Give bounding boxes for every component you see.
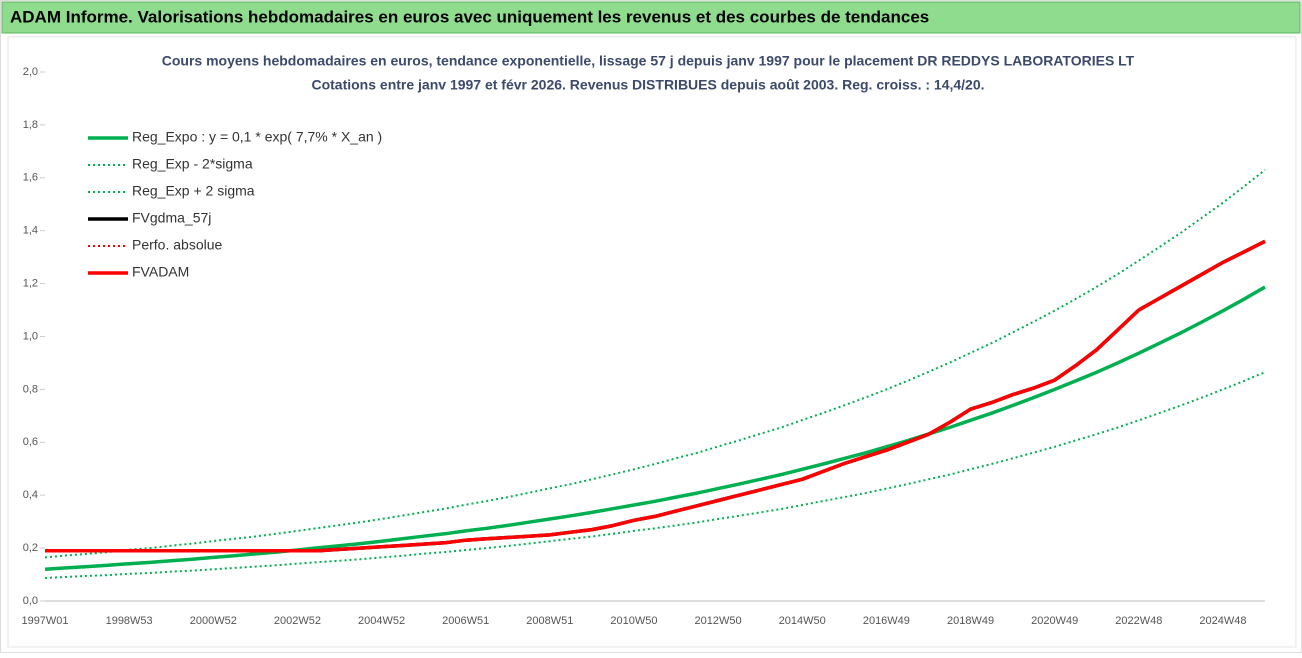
y-tick-label: 1,2 [23,278,38,290]
x-tick-label: 2000W52 [190,615,237,627]
legend-label: Reg_Expo : y = 0,1 * exp( 7,7% * X_an ) [132,129,382,145]
x-tick-label: 2004W52 [358,615,405,627]
x-tick-label: 2024W48 [1199,615,1246,627]
y-tick-label: 1,8 [23,119,38,131]
header-bar [1,1,1301,34]
y-tick-label: 0,6 [23,436,38,448]
y-tick-label: 1,4 [23,225,38,237]
x-tick-label: 2006W51 [442,615,489,627]
x-tick-label: 1998W53 [106,615,153,627]
y-tick-label: 1,0 [23,330,38,342]
y-tick-label: 1,6 [23,172,38,184]
x-tick-label: 2014W50 [779,615,826,627]
series-line [44,285,1266,572]
x-tick-label: 2022W48 [1115,615,1162,627]
header-title: ADAM Informe. Valorisations hebdomadaire… [10,7,929,26]
legend-label: Reg_Exp + 2 sigma [132,183,255,199]
series-line [45,239,1266,553]
legend-label: FVgdma_57j [132,210,211,226]
legend-label: Reg_Exp - 2*sigma [132,156,253,172]
y-tick-label: 0,8 [23,383,38,395]
x-tick-label: 1997W01 [21,615,68,627]
x-tick-label: 2010W50 [610,615,657,627]
x-tick-label: 2002W52 [274,615,321,627]
chart-area [7,36,1297,648]
legend-label: FVADAM [132,264,189,280]
chart-title: Cours moyens hebdomadaires en euros, ten… [162,53,1135,69]
chart-subtitle: Cotations entre janv 1997 et févr 2026. … [311,77,984,93]
legend-label: Perfo. absolue [132,237,222,253]
series-line [44,169,1266,559]
y-tick-label: 0,4 [23,489,38,501]
x-tick-label: 2008W51 [526,615,573,627]
y-tick-label: 0,0 [23,595,38,607]
y-tick-label: 0,2 [23,542,38,554]
x-tick-label: 2016W49 [863,615,910,627]
x-tick-label: 2012W50 [695,615,742,627]
x-tick-label: 2018W49 [947,615,994,627]
y-tick-label: 2,0 [23,66,38,78]
x-tick-label: 2020W49 [1031,615,1078,627]
